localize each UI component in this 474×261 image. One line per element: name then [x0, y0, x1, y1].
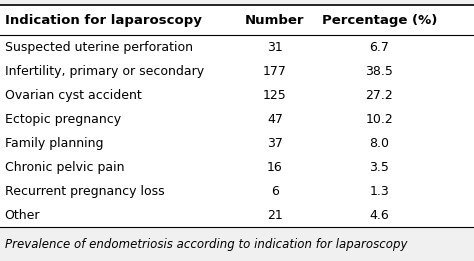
Text: 31: 31: [267, 41, 283, 54]
Text: 1.3: 1.3: [369, 185, 389, 198]
Text: 21: 21: [267, 209, 283, 222]
Text: Indication for laparoscopy: Indication for laparoscopy: [5, 14, 201, 27]
Bar: [0, 5, 474, 227]
Text: 125: 125: [263, 89, 287, 102]
Text: Number: Number: [245, 14, 305, 27]
Text: 27.2: 27.2: [365, 89, 393, 102]
Text: 38.5: 38.5: [365, 65, 393, 78]
Text: Other: Other: [5, 209, 40, 222]
Text: 16: 16: [267, 161, 283, 174]
Text: Family planning: Family planning: [5, 137, 103, 150]
Text: Suspected uterine perforation: Suspected uterine perforation: [5, 41, 193, 54]
Text: 6: 6: [271, 185, 279, 198]
Text: Chronic pelvic pain: Chronic pelvic pain: [5, 161, 124, 174]
Text: 37: 37: [267, 137, 283, 150]
Text: 3.5: 3.5: [369, 161, 389, 174]
Text: Ovarian cyst accident: Ovarian cyst accident: [5, 89, 142, 102]
Text: Percentage (%): Percentage (%): [321, 14, 437, 27]
Text: Prevalence of endometriosis according to indication for laparoscopy: Prevalence of endometriosis according to…: [5, 238, 407, 251]
Text: Infertility, primary or secondary: Infertility, primary or secondary: [5, 65, 204, 78]
Text: 177: 177: [263, 65, 287, 78]
Text: 10.2: 10.2: [365, 113, 393, 126]
Text: 8.0: 8.0: [369, 137, 389, 150]
Text: 6.7: 6.7: [369, 41, 389, 54]
Text: 4.6: 4.6: [369, 209, 389, 222]
Text: Recurrent pregnancy loss: Recurrent pregnancy loss: [5, 185, 164, 198]
Text: Ectopic pregnancy: Ectopic pregnancy: [5, 113, 121, 126]
Text: 47: 47: [267, 113, 283, 126]
